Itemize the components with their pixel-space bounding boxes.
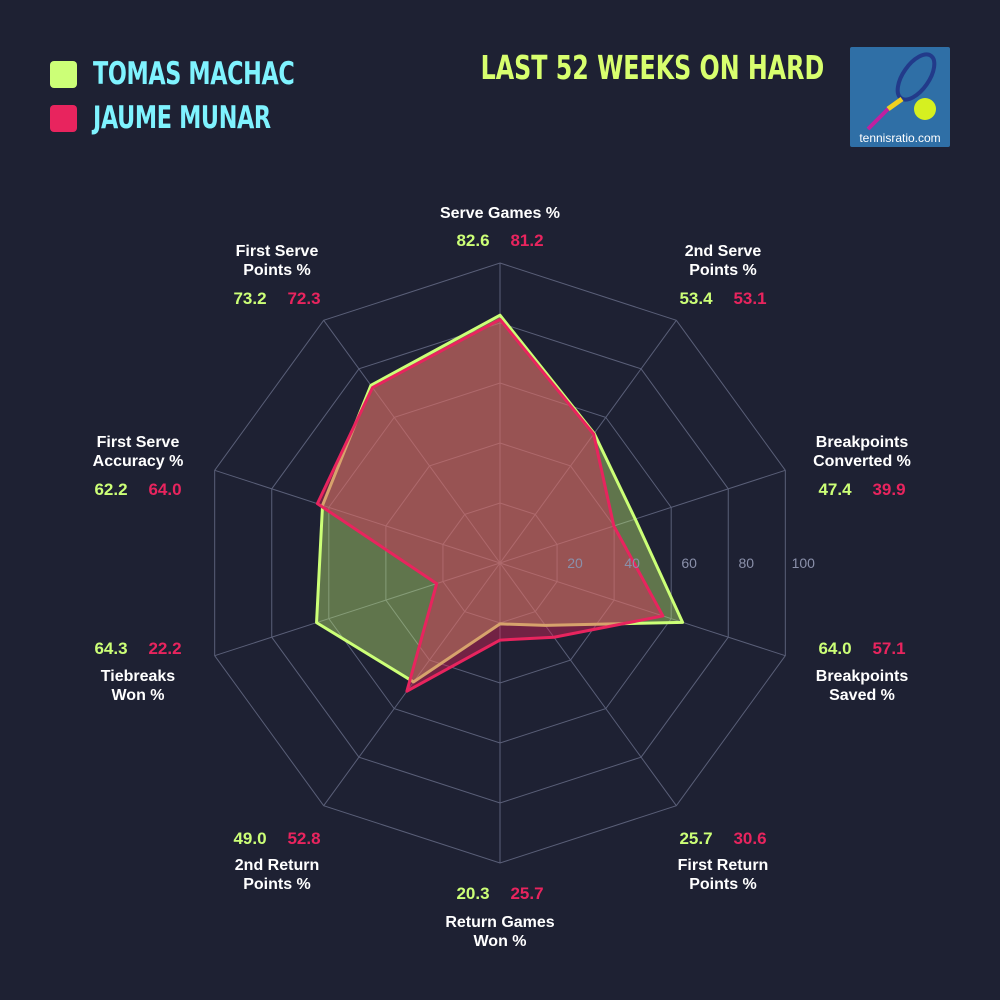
value-label-munar: 25.7 [510, 884, 543, 903]
legend-swatch-machac [50, 60, 77, 88]
axis-label: Points % [243, 876, 311, 893]
value-label-munar: 30.6 [733, 829, 766, 848]
value-label-machac: 64.3 [94, 639, 127, 658]
value-label-munar: 64.0 [148, 480, 181, 499]
value-label-munar: 72.3 [287, 289, 320, 308]
value-label-machac: 25.7 [679, 829, 712, 848]
axis-label: Points % [689, 876, 757, 893]
axis-label: 2nd Return [235, 857, 319, 874]
axis-label: Breakpoints [816, 668, 909, 685]
tick-label: 80 [738, 555, 754, 571]
axis-label: Won % [473, 933, 526, 950]
grid-spoke [214, 469, 501, 564]
value-label-machac: 49.0 [233, 829, 266, 848]
value-label-munar: 57.1 [872, 639, 905, 658]
axis-label: Accuracy % [93, 453, 184, 470]
legend-label: TOMAS MACHAC [93, 56, 295, 92]
tick-label: 40 [624, 555, 640, 571]
grid-spoke [214, 562, 501, 657]
chart-title: LAST 52 WEEKS ON HARD [480, 48, 824, 87]
axis-label: 2nd Serve [685, 243, 762, 260]
grid-spoke [499, 320, 677, 564]
legend-label: JAUME MUNAR [93, 100, 271, 136]
axis-label: Converted % [813, 453, 911, 470]
series-area-munar [315, 317, 665, 693]
value-label-machac: 20.3 [456, 884, 489, 903]
legend-swatch-munar [50, 104, 77, 132]
grid-spoke [323, 562, 501, 806]
legend-item-machac: TOMAS MACHAC [50, 52, 373, 96]
value-label-machac: 64.0 [818, 639, 851, 658]
value-label-machac: 47.4 [818, 480, 852, 499]
value-label-munar: 52.8 [287, 829, 320, 848]
value-label-machac: 62.2 [94, 480, 127, 499]
axis-label: Serve Games % [440, 205, 560, 222]
logo-text: tennisratio.com [859, 131, 941, 145]
grid-spoke [499, 562, 677, 806]
tick-label: 20 [567, 555, 583, 571]
value-label-munar: 22.2 [148, 639, 181, 658]
value-label-machac: 82.6 [456, 231, 489, 250]
legend: TOMAS MACHAC JAUME MUNAR [50, 52, 373, 140]
series-area-machac [315, 313, 685, 684]
axis-label: Breakpoints [816, 434, 909, 451]
grid-spoke [323, 320, 501, 564]
axis-label: Saved % [829, 687, 895, 704]
axis-label: First Serve [236, 243, 319, 260]
value-label-machac: 53.4 [679, 289, 713, 308]
value-label-munar: 39.9 [872, 480, 905, 499]
axis-label: Points % [243, 262, 311, 279]
axis-label: Return Games [445, 914, 554, 931]
value-label-munar: 53.1 [733, 289, 766, 308]
tick-label: 100 [792, 555, 816, 571]
axis-label: First Return [678, 857, 769, 874]
axis-label: Won % [111, 687, 164, 704]
grid-spoke [499, 469, 786, 564]
value-label-machac: 73.2 [233, 289, 266, 308]
legend-item-munar: JAUME MUNAR [50, 96, 373, 140]
tick-label: 60 [681, 555, 697, 571]
grid-spoke [499, 562, 786, 657]
axis-label: First Serve [97, 434, 180, 451]
value-label-munar: 81.2 [510, 231, 543, 250]
axis-label: Points % [689, 262, 757, 279]
tennisratio-logo: tennisratio.com [850, 47, 950, 147]
racket-icon [866, 52, 937, 131]
axis-label: Tiebreaks [101, 668, 176, 685]
